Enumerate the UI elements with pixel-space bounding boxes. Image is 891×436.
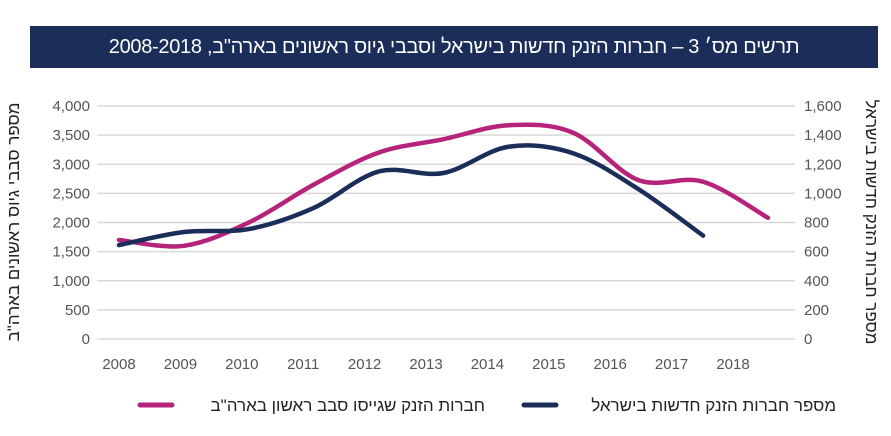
legend: מספר חברות הזנק חדשות בישראל חברות הזנק …	[137, 396, 836, 415]
y-right-tick-label: 200	[804, 302, 829, 319]
y-axis-left-ticks: 0 500 1,000 1,500 2,000 2,500 3,000 3,500 4,000	[52, 98, 90, 348]
series-lines	[116, 122, 771, 249]
y-axis-right-ticks: 0 200 400 600 800 1,000 1,200 1,400 1,600	[804, 98, 842, 348]
y-right-tick-label: 1,200	[804, 156, 842, 173]
x-tick-label: 2012	[348, 356, 381, 373]
y-left-tick-label: 3,000	[52, 156, 90, 173]
y-right-tick-label: 600	[804, 244, 829, 261]
series-line-us-first-rounds	[116, 122, 771, 249]
y-axis-left-label: מספר סבבי גיוס ראשונים בארה"ב	[4, 103, 23, 342]
x-tick-label: 2015	[532, 356, 565, 373]
y-left-tick-label: 1,500	[52, 244, 90, 261]
y-left-tick-label: 500	[65, 302, 90, 319]
series-line-israel-startups	[116, 143, 706, 248]
chart-title-bar: תרשים מס׳ 3 – חברות הזנק חדשות בישראל וס…	[30, 26, 878, 68]
x-tick-label: 2010	[225, 356, 258, 373]
legend-label-israel: מספר חברות הזנק חדשות בישראל	[591, 396, 836, 415]
x-tick-label: 2008	[102, 356, 135, 373]
gridlines	[97, 105, 795, 340]
x-tick-label: 2014	[471, 356, 504, 373]
y-left-tick-label: 3,500	[52, 127, 90, 144]
y-left-tick-label: 4,000	[52, 98, 90, 115]
x-axis-ticks: 2008 2009 2010 2011 2012 2013 2014 2015 2016 2017…	[102, 356, 749, 373]
x-tick-label: 2013	[409, 356, 442, 373]
y-right-tick-label: 0	[804, 331, 812, 348]
x-tick-label: 2011	[287, 356, 319, 373]
y-right-tick-label: 800	[804, 215, 829, 232]
y-right-tick-label: 1,400	[804, 127, 842, 144]
y-left-tick-label: 2,500	[52, 185, 90, 202]
x-tick-label: 2018	[716, 356, 749, 373]
y-axis-right-label: מספר חברות הזנק חדשות בישראל	[862, 100, 881, 345]
y-left-tick-label: 0	[82, 331, 90, 348]
y-right-tick-label: 400	[804, 273, 829, 290]
y-right-tick-label: 1,000	[804, 185, 842, 202]
chart-title: תרשים מס׳ 3 – חברות הזנק חדשות בישראל וס…	[108, 35, 800, 58]
legend-label-us: חברות הזנק שגייסו סבב ראשון בארה"ב	[211, 396, 485, 415]
y-left-tick-label: 1,000	[52, 273, 90, 290]
y-right-tick-label: 1,600	[804, 98, 842, 115]
x-tick-label: 2009	[164, 356, 197, 373]
x-tick-label: 2017	[655, 356, 688, 373]
y-left-tick-label: 2,000	[52, 215, 90, 232]
x-tick-label: 2016	[594, 356, 627, 373]
